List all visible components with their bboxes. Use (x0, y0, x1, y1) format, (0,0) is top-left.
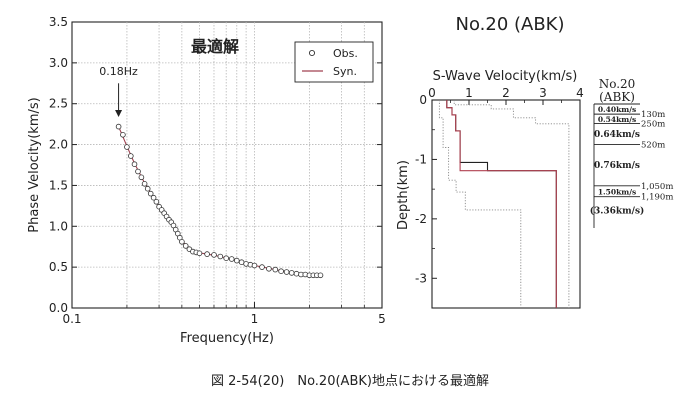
obs-point (135, 168, 141, 175)
obs-point (147, 190, 154, 197)
frequency-annotation: 0.18Hz (99, 65, 138, 78)
obs-point (182, 243, 189, 249)
obs-point (278, 268, 284, 275)
dispersion-legend: Obs. Syn. (294, 41, 374, 83)
legend-obs-marker (308, 49, 316, 57)
x-tick-label: 5 (378, 312, 386, 326)
obs-point (272, 266, 279, 273)
profile-y-tick-label: -2 (415, 212, 427, 226)
x-tick-label: 1 (251, 312, 259, 326)
layer-velocity-label: 0.76km/s (594, 161, 640, 171)
legend-syn-label: Syn. (333, 65, 357, 78)
obs-point (317, 272, 324, 279)
profile-y-ticks: 0 -1 -2 -3 (415, 93, 437, 285)
y-tick-label: 2.0 (49, 138, 68, 152)
obs-point (217, 253, 224, 260)
obs-point (259, 264, 265, 270)
profile-dotted-upper-line (453, 100, 570, 308)
profile-x-tick-label: 4 (576, 86, 584, 100)
obs-point (141, 181, 148, 187)
obs-point (283, 269, 290, 275)
dispersion-chart: 0.0 0.5 1.0 1.5 2.0 2.5 3.0 3.5 0.1 1 5 最適解 0.18H… (27, 15, 386, 346)
y-tick-label: 0.0 (49, 301, 68, 315)
legend-box (294, 41, 374, 83)
profile-y-axis-label: Depth(km) (396, 160, 411, 230)
y-tick-label: 3.0 (49, 56, 68, 70)
profile-dotted-lower-line (438, 100, 522, 308)
layer-depth-label: 1,190m (641, 193, 673, 203)
layer-column-title-line1: No.20 (599, 77, 636, 91)
legend-obs-label: Obs. (333, 47, 358, 60)
layer-depth-label: 520m (641, 141, 665, 151)
obs-point (115, 123, 122, 130)
y-tick-label: 3.5 (49, 15, 68, 29)
profile-x-tick-label: 2 (502, 86, 510, 100)
obs-point (120, 132, 126, 138)
layer-depth-label: 1,050m (641, 182, 673, 192)
profile-x-ticks: 0 1 2 3 4 (428, 86, 584, 105)
obs-point (288, 270, 295, 276)
dispersion-x-ticks: 0.1 1 5 (62, 302, 386, 326)
profile-x-tick-label: 1 (465, 86, 473, 100)
obs-point (266, 265, 272, 272)
layer-velocity-label: 0.54km/s (598, 115, 636, 124)
annotation-arrow-head (115, 110, 123, 118)
obs-point (293, 270, 300, 277)
profile-series (438, 100, 570, 308)
obs-point (234, 257, 240, 264)
layer-velocity-label: 0.40km/s (598, 105, 636, 114)
obs-point (153, 199, 160, 205)
profile-title: S-Wave Velocity(km/s) (433, 69, 578, 84)
obs-point (196, 250, 203, 257)
profile-y-tick-label: -3 (415, 271, 427, 285)
obs-series (115, 123, 324, 279)
layer-rows: 0.40km/s 130m 0.54km/s 250m0.64km/s520m0.76… (590, 105, 674, 216)
layer-depth-label: 130m (641, 110, 665, 120)
profile-y-tick-label: -1 (415, 152, 427, 166)
obs-point (223, 255, 230, 262)
obs-point (131, 161, 138, 168)
obs-point (228, 256, 235, 262)
station-title: No.20 (ABK) (455, 14, 564, 35)
obs-point (150, 194, 157, 201)
obs-point (251, 262, 258, 269)
profile-plot-frame (431, 99, 581, 309)
obs-point (144, 185, 151, 192)
figure-caption: 図 2-54(20) No.20(ABK)地点における最適解 (211, 373, 489, 389)
y-tick-label: 0.5 (49, 260, 68, 274)
obs-point (211, 252, 217, 258)
dispersion-y-ticks: 0.0 0.5 1.0 1.5 2.0 2.5 3.0 3.5 (49, 15, 382, 315)
x-tick-label: 0.1 (62, 312, 81, 326)
layer-column-title-line2: (ABK) (599, 90, 635, 104)
y-tick-label: 2.5 (49, 97, 68, 111)
layer-depth-label: 250m (641, 119, 665, 129)
profile-solid-red-line (446, 100, 557, 308)
obs-point (128, 153, 134, 159)
obs-point (179, 239, 185, 245)
layer-velocity-label: 1.50km/s (598, 187, 636, 196)
dispersion-y-axis-label: Phase Velocity(km/s) (27, 97, 42, 232)
layer-velocity-label: (3.36km/s) (590, 205, 645, 216)
obs-point (204, 251, 210, 257)
layer-column: No.20 (ABK) 0.40km/s 130m 0.54km/s 250m0.64… (590, 77, 674, 228)
y-tick-label: 1.0 (49, 219, 68, 233)
obs-point (238, 259, 245, 266)
profile-x-tick-label: 0 (428, 86, 436, 100)
obs-point (124, 144, 130, 150)
layer-velocity-label: 0.64km/s (594, 130, 640, 140)
y-tick-label: 1.5 (49, 178, 68, 192)
obs-point (138, 174, 145, 181)
profile-x-tick-label: 3 (539, 86, 547, 100)
dispersion-x-axis-label: Frequency(Hz) (180, 331, 274, 346)
profile-y-tick-label: 0 (419, 93, 427, 107)
dispersion-title: 最適解 (191, 37, 239, 56)
